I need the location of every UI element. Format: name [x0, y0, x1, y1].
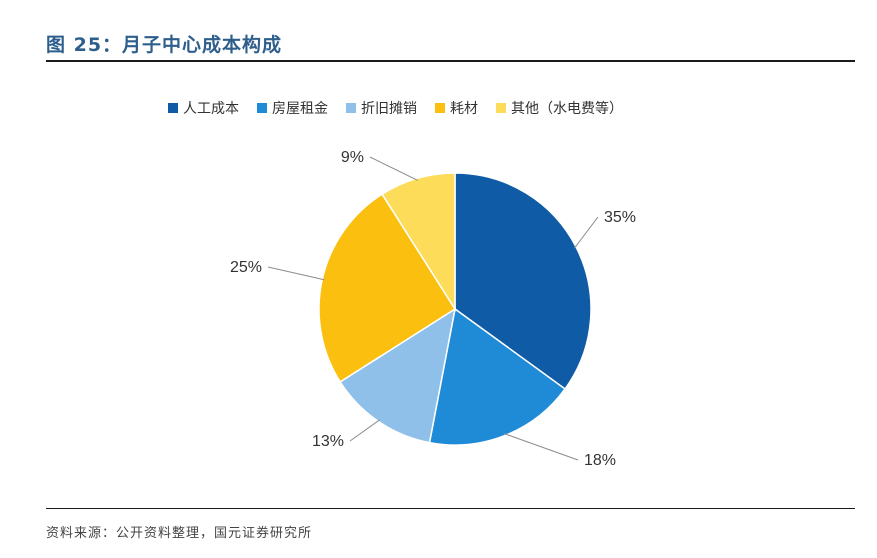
slice-label: 9% [341, 149, 364, 166]
chart-legend: 人工成本 房屋租金 折旧摊销 耗材 其他（水电费等） [168, 98, 623, 118]
pie-slice [339, 307, 457, 444]
legend-swatch [496, 103, 506, 113]
source-note: 资料来源：公开资料整理，国元证券研究所 [46, 526, 313, 541]
legend-swatch [168, 103, 178, 113]
legend-label: 耗材 [450, 101, 478, 117]
leader-line [504, 433, 579, 461]
slice-label: 35% [604, 209, 636, 226]
pie-slice [428, 307, 567, 446]
legend-item: 折旧摊销 [346, 98, 417, 118]
legend-item: 耗材 [435, 98, 478, 118]
legend-label: 房屋租金 [272, 101, 328, 117]
pie-slice [381, 172, 456, 312]
legend-item: 房屋租金 [257, 98, 328, 118]
legend-swatch [346, 103, 356, 113]
legend-label: 折旧摊销 [361, 101, 417, 117]
figure-title: 图 25：月子中心成本构成 [46, 34, 283, 56]
leader-line [574, 216, 599, 249]
legend-label: 人工成本 [183, 101, 239, 117]
leader-line [369, 156, 418, 181]
legend-swatch [257, 103, 267, 113]
leader-line [267, 266, 325, 281]
leader-line [349, 419, 380, 442]
slice-label: 25% [230, 259, 262, 276]
legend-item: 人工成本 [168, 98, 239, 118]
pie-slice [454, 172, 592, 390]
legend-item: 其他（水电费等） [496, 98, 623, 118]
slice-label: 13% [312, 433, 344, 450]
title-divider [46, 60, 855, 62]
source-divider [46, 508, 855, 509]
slice-label: 18% [584, 452, 616, 469]
legend-swatch [435, 103, 445, 113]
legend-label: 其他（水电费等） [511, 101, 623, 117]
